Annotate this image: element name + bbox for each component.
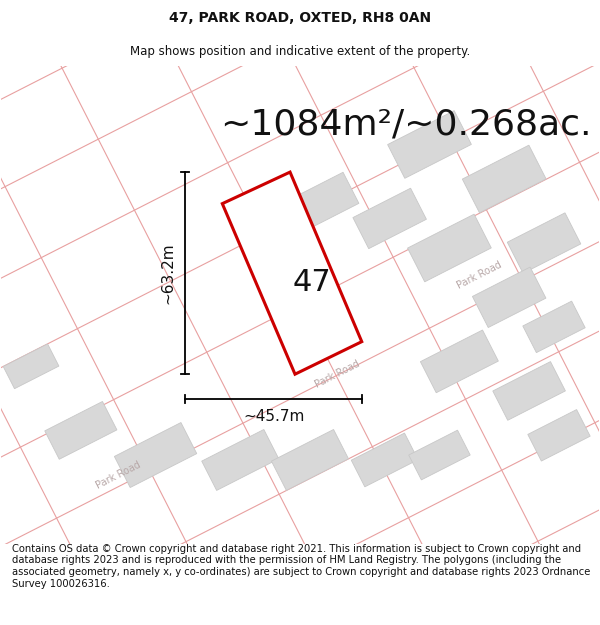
Polygon shape [507,213,581,273]
Polygon shape [45,401,117,459]
Text: Park Road: Park Road [314,359,362,390]
Text: Park Road: Park Road [95,459,143,490]
Polygon shape [3,344,59,389]
Polygon shape [351,433,418,487]
Polygon shape [409,430,470,480]
Polygon shape [472,267,546,328]
Polygon shape [463,145,546,213]
Text: 47, PARK ROAD, OXTED, RH8 0AN: 47, PARK ROAD, OXTED, RH8 0AN [169,11,431,26]
Polygon shape [202,429,279,491]
Polygon shape [223,172,362,374]
Polygon shape [115,422,197,488]
Polygon shape [388,111,472,178]
Text: ~1084m²/~0.268ac.: ~1084m²/~0.268ac. [220,107,592,142]
Text: Contains OS data © Crown copyright and database right 2021. This information is : Contains OS data © Crown copyright and d… [12,544,590,589]
Polygon shape [523,301,585,352]
Text: ~45.7m: ~45.7m [243,409,304,424]
Polygon shape [421,330,499,392]
Polygon shape [353,188,427,249]
Polygon shape [271,429,349,491]
Polygon shape [528,409,590,461]
Polygon shape [493,362,565,420]
Polygon shape [407,214,491,282]
Text: ~63.2m: ~63.2m [160,242,175,304]
Text: 47: 47 [293,268,332,298]
Text: Map shows position and indicative extent of the property.: Map shows position and indicative extent… [130,45,470,58]
Text: Park Road: Park Road [455,260,503,291]
Polygon shape [281,173,359,235]
